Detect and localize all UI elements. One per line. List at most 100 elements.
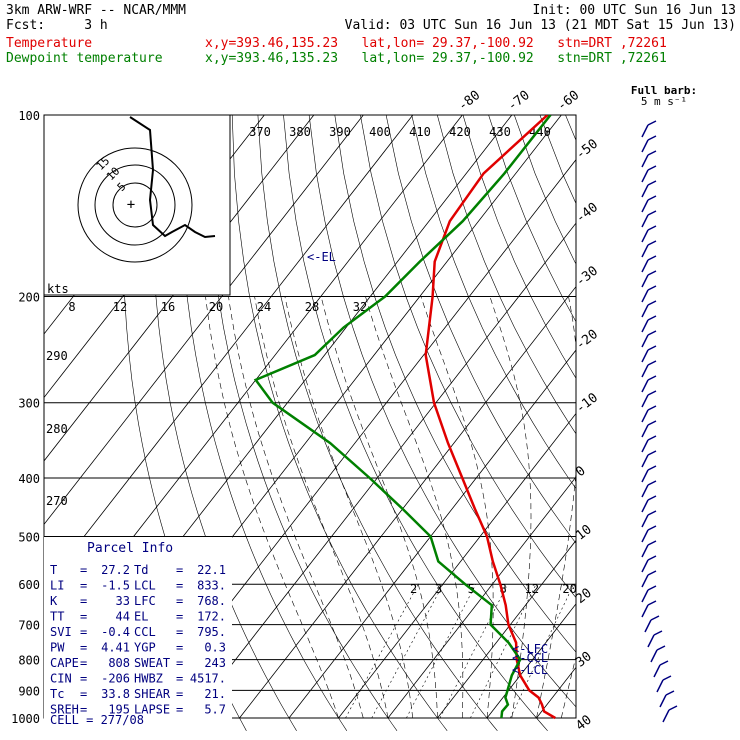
dry-adiabat	[462, 115, 576, 379]
mixing-ratio-line	[470, 584, 537, 719]
wind-barb-flag	[647, 315, 657, 321]
wind-barb-flag	[653, 630, 663, 636]
isotherm-line	[387, 476, 576, 719]
init-time: Init: 00 UTC Sun 16 Jun 13	[532, 3, 737, 18]
wind-barb-flag	[647, 570, 657, 576]
wind-barb	[641, 364, 649, 378]
annotation-ccl: <-CCL	[512, 651, 548, 665]
parcel-param-value: 22.1	[197, 563, 226, 577]
wind-barb	[641, 319, 649, 333]
wind-barb	[641, 559, 649, 573]
isotherm-line	[44, 115, 414, 589]
parcel-cell-motion: CELL = 277/08	[50, 713, 144, 727]
parcel-param-label: CIN	[50, 672, 72, 686]
parcel-param-value: 795.	[197, 625, 226, 639]
pressure-label-800: 800	[18, 654, 40, 668]
forecast-hour: Fcst: 3 h	[6, 18, 108, 33]
model-title: 3km ARW-WRF -- NCAR/MMM	[6, 3, 187, 18]
pressure-label-700: 700	[18, 619, 40, 633]
theta-label: 390	[329, 125, 351, 139]
pressure-label-900: 900	[18, 684, 40, 698]
parcel-param-label: YGP	[134, 641, 156, 655]
wind-barb	[641, 439, 649, 453]
wind-barb	[641, 184, 649, 198]
mixing-ratio-label: 20	[562, 582, 576, 596]
wind-barb-flag	[647, 555, 657, 561]
hodograph-trace	[129, 116, 216, 239]
parcel-param-value: -1.5	[101, 579, 130, 593]
wind-barb-flag	[668, 705, 678, 711]
parcel-param-eq: =	[80, 672, 87, 686]
theta-side-label: 280	[46, 422, 68, 436]
parcel-param-eq: =	[80, 579, 87, 593]
wind-barb-flag	[647, 240, 657, 246]
isotherm-label: -50	[573, 137, 601, 163]
hodograph-center: +	[127, 197, 135, 213]
parcel-param-value: 833.	[197, 579, 226, 593]
wind-barb	[641, 304, 649, 318]
wind-barb	[641, 139, 649, 153]
parcel-param-label: K	[50, 594, 58, 608]
wind-barb	[641, 244, 649, 258]
theta-side-label: 290	[46, 349, 68, 363]
isotherm-line	[288, 349, 576, 719]
wind-barb-flag	[647, 120, 657, 126]
wind-barb-flag	[647, 285, 657, 291]
wind-barb	[641, 214, 649, 228]
dry-adiabat	[308, 115, 576, 708]
wind-barb	[641, 259, 649, 273]
isotherm-line	[338, 412, 576, 719]
parcel-param-label: CCL	[134, 625, 156, 639]
parcel-param-eq: =	[80, 641, 87, 655]
parcel-param-label: HWBZ	[134, 672, 163, 686]
dry-adiabat	[643, 115, 740, 731]
wind-barb	[641, 589, 649, 603]
parcel-param-label: LFC	[134, 594, 156, 608]
wind-barb	[641, 379, 649, 393]
temperature-profile	[424, 115, 556, 720]
dry-adiabat	[411, 115, 576, 490]
wind-barb-flag	[647, 300, 657, 306]
wind-barb-flag	[647, 270, 657, 276]
dry-adiabat	[437, 115, 576, 435]
wind-barb	[641, 484, 649, 498]
wind-barb	[641, 409, 649, 423]
parcel-param-eq: =	[176, 594, 183, 608]
dry-adiabat	[488, 115, 576, 323]
parcel-param-label: SHEAR	[134, 687, 171, 701]
speed-label: 28	[305, 300, 319, 314]
theta-label: 380	[289, 125, 311, 139]
isotherm-line	[636, 115, 740, 718]
mixing-ratio-label: 3	[435, 582, 442, 596]
wind-barb-flag	[659, 660, 669, 666]
hodograph-ring	[94, 164, 176, 246]
pressure-label-600: 600	[18, 578, 40, 592]
isotherm-label: -40	[573, 200, 601, 226]
mixing-ratio-label: 2	[410, 582, 417, 596]
wind-barb-flag	[647, 165, 657, 171]
wind-barb-flag	[647, 525, 657, 531]
wind-barb	[641, 394, 649, 408]
isotherm-line	[44, 115, 315, 462]
wind-barb-flag	[647, 195, 657, 201]
theta-label: 430	[489, 125, 511, 139]
wind-barb	[641, 574, 649, 588]
parcel-param-eq: =	[80, 656, 87, 670]
dry-adiabat	[231, 115, 448, 731]
parcel-info-panel	[44, 537, 232, 727]
wind-barb-flag	[647, 330, 657, 336]
wind-barb-flag	[647, 420, 657, 426]
moist-adiabat	[228, 296, 364, 719]
parcel-param-eq: =	[80, 703, 87, 717]
dry-adiabat	[514, 115, 576, 265]
parcel-param-value: -206	[101, 672, 130, 686]
wind-barb-flag	[647, 180, 657, 186]
isotherm-line	[486, 603, 576, 719]
speed-label: 12	[113, 300, 127, 314]
wind-barb-flag	[650, 615, 660, 621]
dewpoint-location: x,y=393.46,135.23 lat,lon= 29.37,-100.92…	[205, 51, 667, 66]
theta-side-label: 270	[46, 494, 68, 508]
wind-barb-flag	[647, 345, 657, 351]
parcel-param-label: TT	[50, 610, 64, 624]
parcel-param-value: 33.8	[101, 687, 130, 701]
